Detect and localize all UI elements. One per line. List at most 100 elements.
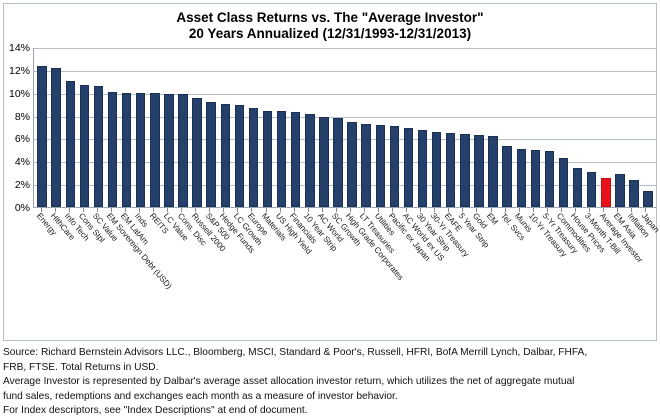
x-axis-tick-mark — [181, 208, 183, 212]
bar-slot — [77, 48, 91, 207]
label-slot: EAFE — [442, 211, 464, 332]
bar-slot — [176, 48, 190, 207]
bar — [107, 91, 118, 207]
tick-slot — [161, 208, 175, 213]
bar — [502, 146, 512, 207]
label-slot: REITS — [147, 211, 169, 332]
tick-slot — [231, 208, 245, 213]
bar-slot — [317, 48, 331, 207]
bar — [79, 84, 90, 207]
bar — [248, 107, 259, 207]
bar — [446, 132, 456, 207]
gridline — [34, 139, 656, 141]
y-axis-tick-label: 14% — [8, 42, 30, 54]
label-slot: Tel. Svcs — [498, 211, 527, 332]
x-axis-tick-mark — [68, 208, 70, 212]
x-axis-tick-mark — [153, 208, 155, 212]
bar-slot — [120, 48, 134, 207]
x-axis-tick-mark — [560, 208, 562, 212]
x-axis-tick-mark — [420, 208, 422, 212]
x-axis-ticks — [33, 208, 654, 213]
label-slot: Japan — [639, 211, 660, 332]
bar — [586, 171, 597, 207]
label-slot: AC World ex US — [400, 211, 446, 332]
tick-slot — [217, 208, 231, 213]
tick-slot — [62, 208, 76, 213]
bar — [643, 191, 653, 207]
label-slot: AC World — [315, 211, 345, 332]
bar-slot — [134, 48, 148, 207]
bar — [488, 136, 498, 207]
bar — [192, 98, 202, 207]
label-slot: 10-Yr Treasury — [526, 211, 569, 332]
footnote-average-investor-line1: Average Investor is represented by Dalba… — [3, 376, 575, 387]
bar-slot — [585, 48, 599, 207]
x-axis-tick-mark — [138, 208, 140, 212]
tick-slot — [76, 208, 90, 213]
label-slot: Inflation — [625, 211, 651, 332]
label-slot: Info Tech — [62, 211, 91, 332]
bar-slot — [218, 48, 232, 207]
chart-title: Asset Class Returns vs. The "Average Inv… — [4, 10, 656, 42]
chart-container: Asset Class Returns vs. The "Average Inv… — [3, 3, 660, 341]
tick-slot — [189, 208, 203, 213]
label-slot: S&P 500 — [203, 211, 232, 332]
chart-title-line1: Asset Class Returns vs. The "Average Inv… — [176, 10, 484, 25]
bar — [220, 104, 230, 207]
label-slot: EM Sovereign Debt (USD) — [104, 211, 174, 332]
label-slot: SC Value — [90, 211, 120, 332]
bar — [474, 135, 484, 207]
tick-slot — [540, 208, 554, 213]
x-axis-tick-mark — [504, 208, 506, 212]
label-slot: Utilities — [372, 211, 396, 332]
x-axis-tick-mark — [476, 208, 478, 212]
y-axis-tick-label: 6% — [14, 133, 30, 146]
label-slot: Munis — [512, 211, 534, 332]
label-slot: 3-Month T-Bill — [582, 211, 622, 332]
tick-slot — [639, 208, 653, 213]
x-axis-tick-mark — [378, 208, 380, 212]
x-axis-tick-mark — [321, 208, 323, 212]
x-axis-tick-label: Japan — [639, 211, 660, 235]
tick-slot — [357, 208, 371, 213]
label-slot: 30 Year Strip — [414, 211, 452, 332]
label-slot: EM Asia — [611, 211, 637, 332]
y-axis-tick-label: 2% — [14, 179, 30, 192]
x-axis-tick-mark — [124, 208, 126, 212]
bar — [629, 179, 639, 207]
tick-slot — [526, 208, 540, 213]
bar-slot — [500, 48, 514, 207]
bar-slot — [35, 48, 49, 207]
x-axis-tick-mark — [209, 208, 211, 212]
tick-slot — [118, 208, 132, 213]
x-axis-tick-mark — [40, 208, 42, 212]
label-slot: Financials — [287, 211, 319, 332]
bar-slot — [373, 48, 387, 207]
bar — [262, 111, 273, 207]
bar-slot — [63, 48, 77, 207]
gridline — [34, 185, 656, 187]
gridline — [34, 116, 656, 118]
tick-slot — [147, 208, 161, 213]
gridline — [34, 93, 656, 95]
x-axis-tick-mark — [293, 208, 295, 212]
bar-slot — [486, 48, 500, 207]
footnote-index-descriptors: For Index descriptors, see "Index Descri… — [3, 405, 308, 416]
bar — [291, 112, 301, 207]
label-slot: 10 Year Strip — [301, 211, 339, 332]
x-axis-tick-mark — [434, 208, 436, 212]
label-slot: Inds — [132, 211, 150, 332]
x-axis-tick-mark — [532, 208, 534, 212]
bar-slot — [542, 48, 556, 207]
tick-slot — [582, 208, 596, 213]
tick-slot — [104, 208, 118, 213]
bar — [431, 131, 442, 207]
bar — [417, 130, 428, 207]
tick-slot — [48, 208, 62, 213]
tick-slot — [343, 208, 357, 213]
bar-slot — [627, 48, 641, 207]
label-slot: HlthCare — [48, 211, 77, 332]
bar — [460, 133, 470, 207]
bar-slot — [232, 48, 246, 207]
tick-slot — [386, 208, 400, 213]
